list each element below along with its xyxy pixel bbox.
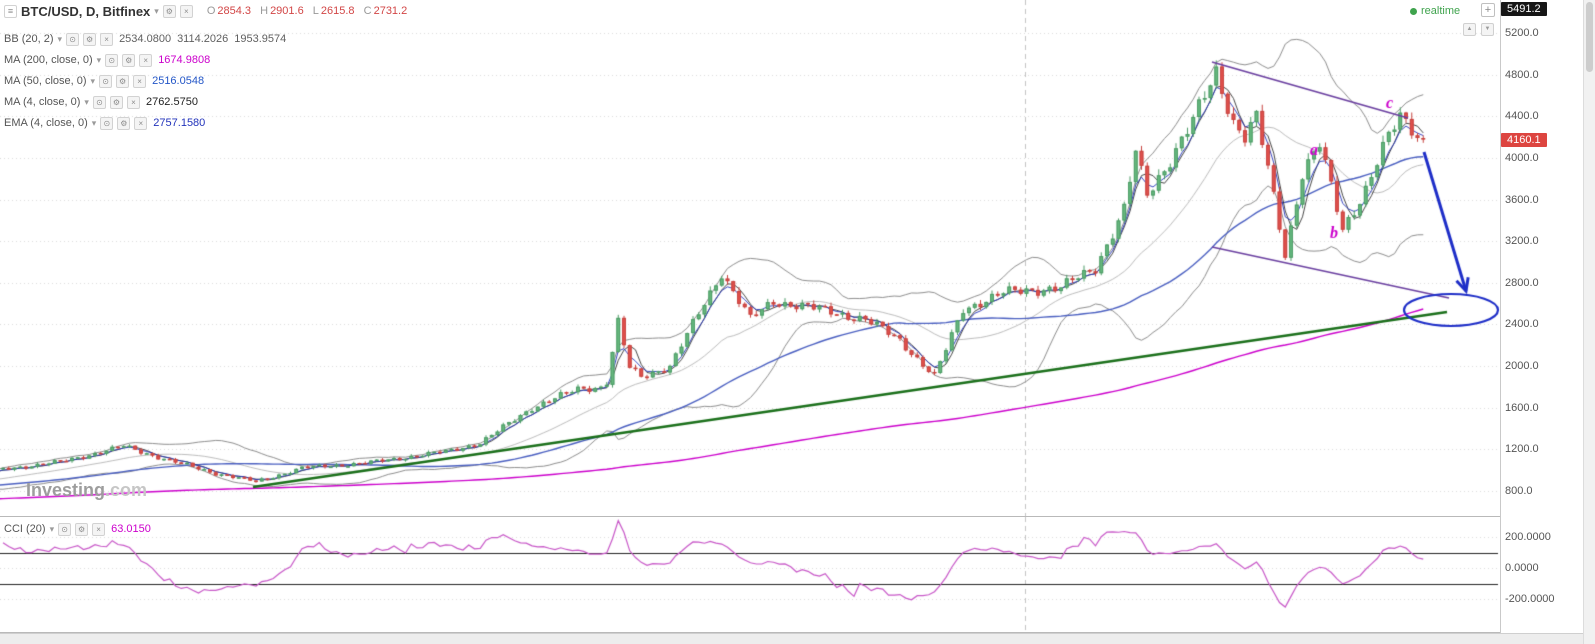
- price-axis-label: 800.0: [1505, 485, 1533, 497]
- close-icon[interactable]: ×: [92, 522, 106, 536]
- indicator-value: 2757.1580: [153, 117, 206, 129]
- indicator-label[interactable]: CCI (20): [4, 523, 46, 535]
- price-axis-label: 3600.0: [1505, 193, 1539, 206]
- chevron-down-icon[interactable]: ▾: [90, 75, 96, 86]
- indicator-label[interactable]: BB (20, 2): [4, 33, 54, 45]
- realtime-label: realtime: [1421, 5, 1461, 17]
- close-value: 2731.2: [373, 5, 408, 17]
- low-value: 2615.8: [320, 5, 355, 17]
- cci-axis-label: -200.0000: [1505, 593, 1555, 605]
- watermark-brand: Investing: [26, 480, 106, 500]
- indicator-row-cci: CCI (20) ▾ ⊙ ⚙ × 63.0150: [4, 521, 151, 537]
- visibility-icon[interactable]: ⊙: [66, 32, 80, 46]
- settings-icon[interactable]: ⚙: [109, 95, 123, 109]
- chevron-down-icon[interactable]: ▾: [84, 96, 89, 107]
- close-icon[interactable]: ×: [179, 4, 193, 18]
- indicator-label[interactable]: EMA (4, close, 0): [4, 117, 88, 129]
- chevron-down-icon[interactable]: ▾: [91, 117, 97, 128]
- high-label: H: [260, 5, 269, 17]
- indicator-value: 63.0150: [111, 523, 151, 535]
- visibility-icon[interactable]: ⊙: [99, 74, 113, 88]
- scrollbar-thumb[interactable]: [1586, 2, 1593, 72]
- price-axis-label: 4800.0: [1505, 68, 1539, 81]
- cci-chart-canvas[interactable]: [0, 517, 1500, 632]
- settings-icon[interactable]: ⚙: [83, 32, 97, 46]
- realtime-status: realtime: [1410, 5, 1460, 17]
- settings-icon[interactable]: ⚙: [116, 74, 130, 88]
- close-icon[interactable]: ×: [134, 116, 148, 130]
- price-axis-column[interactable]: 5491.2 4160.1 5200.0 4800.0 4400.0 4000.0 36…: [1500, 0, 1583, 644]
- visibility-icon[interactable]: ⊙: [100, 116, 114, 130]
- symbol-row: ≡ BTC/USD, D, Bitfinex ▾ ⚙ × O 2854.3 H 29…: [4, 3, 407, 19]
- indicator-label[interactable]: MA (50, close, 0): [4, 75, 87, 87]
- symbol-title[interactable]: BTC/USD, D, Bitfinex: [21, 3, 151, 19]
- indicator-value: 2762.5750: [145, 96, 198, 108]
- settings-icon[interactable]: ⚙: [75, 522, 89, 536]
- open-value: 2854.3: [217, 5, 252, 17]
- visibility-icon[interactable]: ⊙: [92, 95, 106, 109]
- panel-divider-bottom[interactable]: [0, 632, 1583, 633]
- close-icon[interactable]: ×: [133, 74, 147, 88]
- indicator-row-ema4: EMA (4, close, 0) ▾ ⊙ ⚙ × 2757.1580: [4, 115, 205, 131]
- visibility-icon[interactable]: ⊙: [58, 522, 72, 536]
- price-axis-label: 3200.0: [1505, 235, 1539, 248]
- indicator-value: 2516.0548: [152, 75, 205, 87]
- chevron-down-icon[interactable]: ▾: [154, 5, 159, 16]
- bottom-scroll-strip[interactable]: [0, 633, 1583, 644]
- settings-icon[interactable]: ⚙: [162, 4, 176, 18]
- settings-icon[interactable]: ⚙: [117, 116, 131, 130]
- price-axis-label: 4400.0: [1505, 110, 1539, 123]
- low-label: L: [312, 5, 319, 17]
- close-icon[interactable]: ×: [139, 53, 153, 67]
- indicator-row-ma200: MA (200, close, 0) ▾ ⊙ ⚙ × 1674.9808: [4, 52, 210, 68]
- open-label: O: [206, 5, 216, 17]
- price-axis-label: 2800.0: [1505, 276, 1539, 289]
- close-icon[interactable]: ×: [126, 95, 140, 109]
- cci-axis-label: 0.0000: [1505, 562, 1539, 574]
- price-axis-label: 4000.0: [1505, 151, 1539, 164]
- chevron-down-icon[interactable]: ▾: [96, 54, 102, 65]
- add-alert-plus-icon[interactable]: +: [1481, 3, 1495, 17]
- realtime-dot-icon: [1410, 7, 1417, 15]
- indicator-row-ma50: MA (50, close, 0) ▾ ⊙ ⚙ × 2516.0548: [4, 73, 204, 89]
- chevron-down-icon[interactable]: ▾: [49, 523, 55, 534]
- vertical-scrollbar[interactable]: [1583, 0, 1595, 644]
- menu-icon[interactable]: ≡: [4, 4, 17, 18]
- price-axis-label: 1200.0: [1505, 443, 1539, 456]
- price-axis-label: 5200.0: [1505, 27, 1539, 39]
- watermark-suffix: .com: [105, 480, 148, 500]
- settings-icon[interactable]: ⚙: [122, 53, 136, 67]
- indicator-value: 1674.9808: [158, 54, 211, 66]
- current-price-badge: 4160.1: [1501, 133, 1547, 148]
- visibility-icon[interactable]: ⊙: [105, 53, 119, 67]
- indicator-label[interactable]: MA (4, close, 0): [4, 96, 81, 108]
- cci-axis-label: 200.0000: [1505, 531, 1551, 543]
- panel-collapse-icon[interactable]: ▲: [1463, 23, 1476, 36]
- indicator-row-ma4: MA (4, close, 0) ▾ ⊙ ⚙ × 2762.5750: [4, 94, 198, 110]
- high-value: 2901.6: [270, 5, 304, 17]
- chevron-down-icon[interactable]: ▾: [57, 33, 63, 44]
- panel-divider[interactable]: [0, 516, 1583, 517]
- investing-watermark: Investing.com: [26, 480, 147, 501]
- close-icon[interactable]: ×: [100, 32, 114, 46]
- panel-expand-icon[interactable]: ▼: [1481, 23, 1494, 36]
- indicator-row-bb: BB (20, 2) ▾ ⊙ ⚙ × 2534.0800 3114.2026 1…: [4, 31, 286, 47]
- indicator-value: 1953.9574: [234, 33, 287, 45]
- close-label: C: [363, 5, 372, 17]
- price-axis-label: 1600.0: [1505, 401, 1539, 414]
- axis-top-price-badge: 5491.2: [1501, 2, 1547, 16]
- indicator-value: 3114.2026: [177, 33, 229, 45]
- ohlc-readout: O 2854.3 H 2901.6 L 2615.8 C 2731.2: [201, 5, 407, 17]
- indicator-value: 2534.0800: [119, 33, 172, 45]
- price-axis-label: 2000.0: [1505, 360, 1539, 373]
- price-chart-canvas[interactable]: [0, 0, 1500, 516]
- indicator-label[interactable]: MA (200, close, 0): [4, 54, 93, 66]
- price-axis-label: 2400.0: [1505, 318, 1539, 331]
